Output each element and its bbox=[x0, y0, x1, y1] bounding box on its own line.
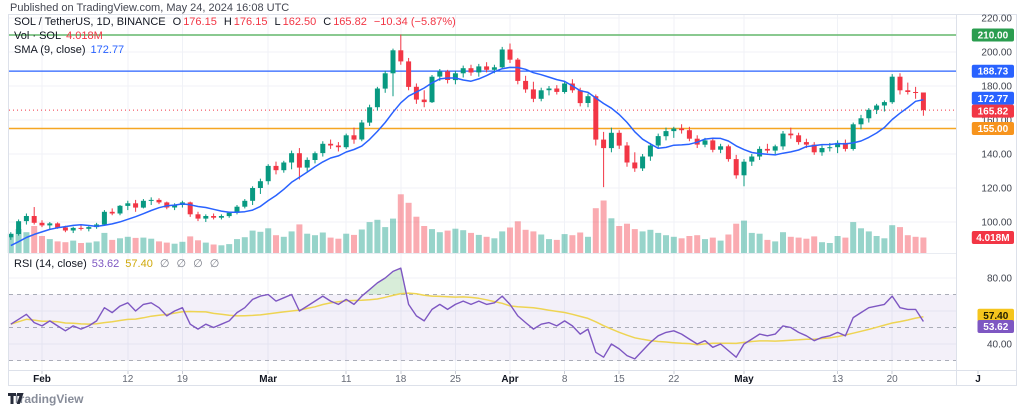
rsi-label: RSI (14, close) bbox=[14, 258, 87, 270]
svg-text:4.018M: 4.018M bbox=[976, 233, 1009, 244]
tradingview-logo-text: TradingView bbox=[13, 392, 84, 406]
axis-badge: 188.73 bbox=[971, 64, 1014, 78]
open-value: 176.15 bbox=[183, 16, 217, 28]
svg-text:172.77: 172.77 bbox=[978, 94, 1009, 105]
close-label: C bbox=[323, 16, 332, 28]
svg-text:19: 19 bbox=[177, 374, 189, 385]
rsi-value: 53.62 bbox=[91, 258, 120, 270]
axis-badge: 57.40 bbox=[977, 308, 1014, 322]
svg-text:25: 25 bbox=[450, 374, 462, 385]
svg-text:100.00: 100.00 bbox=[981, 218, 1012, 229]
high-value: 176.15 bbox=[233, 16, 268, 28]
svg-text:12: 12 bbox=[122, 374, 134, 385]
svg-text:220.00: 220.00 bbox=[981, 14, 1012, 25]
axis-badge: 165.82 bbox=[971, 104, 1014, 118]
svg-text:53.62: 53.62 bbox=[983, 322, 1008, 333]
volume-bars[interactable] bbox=[7, 194, 927, 253]
svg-text:May: May bbox=[734, 374, 754, 385]
svg-text:155.00: 155.00 bbox=[978, 124, 1009, 135]
volume-value: 4.018M bbox=[66, 30, 103, 42]
svg-text:11: 11 bbox=[341, 374, 352, 385]
axis-badge: 53.62 bbox=[977, 320, 1014, 333]
svg-text:165.82: 165.82 bbox=[978, 107, 1009, 118]
svg-text:160.00: 160.00 bbox=[981, 116, 1012, 127]
svg-text:180.00: 180.00 bbox=[981, 82, 1012, 93]
svg-text:18: 18 bbox=[395, 374, 407, 385]
sma-row: SMA (9, close) 172.77 bbox=[14, 43, 456, 57]
sma-line[interactable] bbox=[10, 66, 924, 247]
low-label: L bbox=[274, 16, 281, 28]
rsi-pane-legend: RSI (14, close) 53.62 57.40 ∅ ∅ ∅ ∅ bbox=[14, 257, 221, 270]
close-value: 165.82 bbox=[333, 16, 367, 28]
axis-badge: 155.00 bbox=[971, 122, 1014, 135]
axis-badge: 4.018M bbox=[971, 231, 1014, 244]
price-lines[interactable] bbox=[9, 34, 956, 130]
volume-row: Vol · SOL 4.018M bbox=[14, 29, 456, 43]
sma-value: 172.77 bbox=[90, 44, 125, 56]
svg-text:140.00: 140.00 bbox=[981, 150, 1012, 161]
svg-text:Mar: Mar bbox=[259, 374, 277, 385]
svg-text:20: 20 bbox=[887, 374, 899, 385]
svg-text:Feb: Feb bbox=[33, 374, 51, 385]
rsi-ma-value: 57.40 bbox=[125, 258, 153, 270]
grid bbox=[9, 15, 956, 370]
time-axis[interactable]: Feb 12 19 Mar 11 18 25 Apr 8 15 22 May 13 20 J bbox=[33, 371, 981, 385]
rsi-overbought-fill bbox=[363, 268, 407, 295]
axis-badge: 172.77 bbox=[971, 91, 1014, 105]
svg-text:80.00: 80.00 bbox=[987, 274, 1012, 285]
axis-badge: 210.00 bbox=[971, 28, 1014, 42]
main-pane-legend: SOL / TetherUS, 1D, BINANCE O 176.15 H 176.1… bbox=[14, 15, 456, 57]
rsi-hidden-values: ∅ ∅ ∅ ∅ bbox=[159, 258, 222, 270]
svg-text:188.73: 188.73 bbox=[978, 67, 1009, 78]
chart-frame bbox=[8, 14, 1017, 386]
svg-text:J: J bbox=[975, 374, 981, 385]
tradingview-logo[interactable]: TradingView bbox=[8, 392, 83, 406]
high-label: H bbox=[223, 16, 232, 28]
svg-text:57.40: 57.40 bbox=[983, 311, 1008, 322]
svg-text:15: 15 bbox=[614, 374, 626, 385]
open-label: O bbox=[172, 16, 182, 28]
svg-text:Apr: Apr bbox=[501, 374, 518, 385]
volume-label: Vol · SOL bbox=[14, 30, 62, 42]
svg-text:13: 13 bbox=[832, 374, 844, 385]
svg-text:120.00: 120.00 bbox=[981, 184, 1012, 195]
symbol-row: SOL / TetherUS, 1D, BINANCE O 176.15 H 176.1… bbox=[14, 15, 456, 29]
change-value: −10.34 (−5.87%) bbox=[373, 16, 456, 28]
svg-text:210.00: 210.00 bbox=[978, 31, 1009, 42]
candlestick-series[interactable] bbox=[8, 34, 926, 240]
price-axis[interactable]: 220.00 200.00 180.00 160.00 140.00 120.00 100.… bbox=[971, 14, 1014, 351]
low-value: 162.50 bbox=[282, 16, 317, 28]
published-line: Published on TradingView.com, May 24, 20… bbox=[10, 2, 290, 14]
sma-label: SMA (9, close) bbox=[14, 44, 86, 56]
rsi-ma-line[interactable] bbox=[10, 292, 924, 346]
rsi-line[interactable] bbox=[10, 267, 924, 360]
svg-text:22: 22 bbox=[668, 374, 680, 385]
rsi-band bbox=[9, 294, 956, 361]
symbol-title: SOL / TetherUS, 1D, BINANCE bbox=[14, 16, 166, 28]
svg-text:8: 8 bbox=[562, 374, 568, 385]
svg-text:200.00: 200.00 bbox=[981, 48, 1012, 59]
svg-text:40.00: 40.00 bbox=[987, 340, 1012, 351]
